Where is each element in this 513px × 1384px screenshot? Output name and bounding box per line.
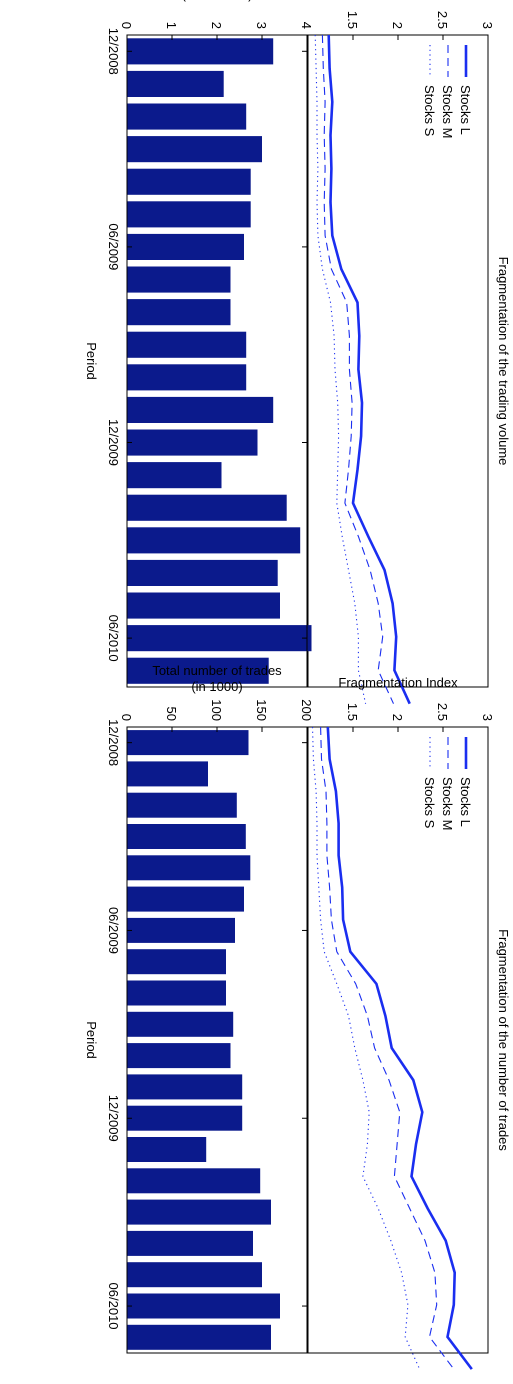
- chart-title: Fragmentation of the trading volume: [496, 257, 511, 466]
- y-tick-label: 2.5: [435, 703, 450, 721]
- bar: [127, 949, 226, 975]
- bar: [127, 462, 222, 489]
- y-tick-label: 200: [299, 699, 314, 721]
- bar: [127, 730, 249, 756]
- bar: [126, 38, 274, 65]
- y-axis-label: Total number of trades (in 1000): [152, 663, 282, 694]
- bar-panel-total-number-of-trades: 0 50 100 150 200 12/2008 06/2009 12/2009 06/2010…: [84, 663, 314, 1354]
- y-tick-label: 100: [209, 699, 224, 721]
- bar: [126, 103, 247, 130]
- bar: [127, 1324, 271, 1350]
- axes-box: [126, 34, 308, 688]
- y-tick-label: 3: [480, 22, 495, 29]
- bar: [127, 429, 258, 456]
- series-line-stocks-l: [326, 726, 473, 1370]
- bar: [126, 331, 247, 358]
- y-tick-label: 4: [299, 22, 314, 29]
- y-axis-label: Total trading volume(in CHF bn.): [159, 0, 275, 2]
- rotated-figure: 1.5 2 2.5 3 Fragmentation Index Fragmentation…: [84, 0, 511, 1370]
- series-line-stocks-l: [327, 34, 411, 705]
- bar: [127, 917, 235, 943]
- y-tick-label: 0: [119, 714, 134, 721]
- y-tick-label: 3: [254, 22, 269, 29]
- bar: [127, 1105, 243, 1131]
- series-line-stocks-s: [311, 726, 421, 1370]
- y-tick-label: 50: [164, 707, 179, 721]
- series-line-stocks-m: [321, 34, 395, 704]
- bar: [126, 396, 274, 423]
- y-axis-label: Fragmentation Index: [338, 675, 458, 690]
- y-tick-label: 2: [209, 22, 224, 29]
- bar: [126, 527, 301, 554]
- x-tick-label: 12/2009: [106, 1095, 121, 1142]
- y-axis-label-line: (in 1000): [191, 679, 242, 694]
- y-tick-label: 1: [164, 22, 179, 29]
- y-tick-label: 1.5: [345, 11, 360, 29]
- bar: [127, 1074, 243, 1100]
- y-tick-label: 0: [119, 22, 134, 29]
- bar: [127, 266, 231, 293]
- x-tick-label: 12/2008: [106, 28, 121, 75]
- bar: [127, 1199, 271, 1225]
- legend-label: Stocks L: [458, 85, 473, 135]
- x-tick-label: 06/2009: [106, 223, 121, 270]
- bar-panel-total-trading-volume: 0 1 2 3 4 12/2008 06/2009 12/2009 06/2010 Period T…: [84, 0, 314, 688]
- bar: [127, 1293, 280, 1319]
- bar: [126, 494, 287, 521]
- y-tick-label: 2.5: [435, 11, 450, 29]
- bar: [126, 168, 251, 195]
- bar: [127, 299, 231, 326]
- x-axis-label: Period: [84, 342, 99, 380]
- bar: [126, 559, 278, 587]
- bar: [127, 233, 244, 260]
- chart-title: Fragmentation of the number of trades: [496, 929, 511, 1151]
- x-tick-label: 06/2010: [106, 1283, 121, 1330]
- axes-box: [126, 726, 308, 1354]
- bar: [127, 136, 262, 163]
- line-panel-fragmentation-trading-volume: 1.5 2 2.5 3 Fragmentation Index Fragmentation…: [307, 11, 511, 705]
- y-tick-label: 1.5: [345, 703, 360, 721]
- y-axis-label-line: (in CHF bn.): [182, 0, 253, 2]
- x-axis-label: Period: [84, 1021, 99, 1059]
- bar: [126, 70, 224, 98]
- y-tick-label: 3: [480, 714, 495, 721]
- bar: [126, 201, 251, 228]
- bar: [127, 1043, 231, 1069]
- bar: [127, 980, 226, 1006]
- legend-label: Stocks L: [458, 777, 473, 827]
- bar: [126, 792, 237, 818]
- legend-label: Stocks M: [440, 85, 455, 138]
- bar: [127, 761, 208, 787]
- y-tick-label: 150: [254, 699, 269, 721]
- x-tick-label: 12/2009: [106, 419, 121, 466]
- x-tick-label: 06/2009: [106, 907, 121, 954]
- bar: [127, 1262, 262, 1288]
- bar: [127, 1137, 207, 1162]
- bar: [127, 1011, 234, 1037]
- legend-label: Stocks M: [440, 777, 455, 830]
- line-panel-fragmentation-number-of-trades: 1.5 2 2.5 3 Fragmentation Index Fragmentation…: [307, 675, 511, 1370]
- y-tick-label: 2: [390, 714, 405, 721]
- bar: [126, 824, 246, 849]
- x-tick-label: 12/2008: [106, 719, 121, 766]
- x-tick-label: 06/2010: [106, 615, 121, 662]
- bar: [127, 592, 280, 619]
- bar: [127, 625, 312, 652]
- legend-label: Stocks S: [422, 777, 437, 829]
- legend-label: Stocks S: [422, 85, 437, 137]
- series-line-stocks-m: [320, 726, 455, 1370]
- bar: [126, 364, 247, 391]
- bar: [126, 657, 269, 684]
- bar: [126, 855, 251, 881]
- series-line-stocks-s: [314, 34, 367, 704]
- y-axis-label-line: Total number of trades: [152, 663, 282, 678]
- bar: [127, 1230, 253, 1256]
- bar: [127, 1168, 261, 1194]
- bar: [127, 886, 244, 912]
- y-tick-label: 2: [390, 22, 405, 29]
